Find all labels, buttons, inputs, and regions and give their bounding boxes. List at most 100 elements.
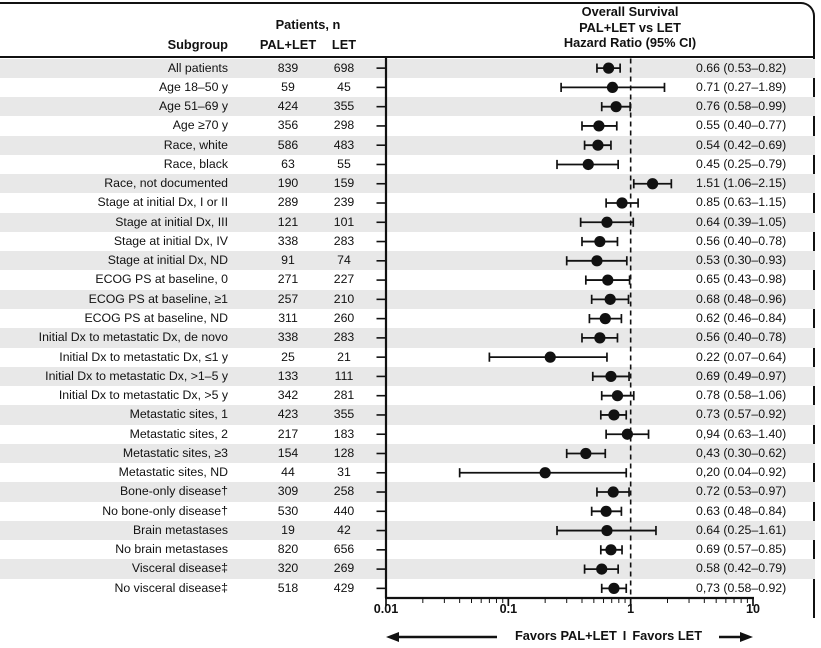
subgroup-row: Race, black 63 55 0.45 (0.25–0.79) [0,155,815,174]
subgroup-row: Initial Dx to metastatic Dx, >5 y 342 281 0… [0,386,815,405]
header-separator-line [0,55,815,58]
subgroup-label: Visceral disease‡ [131,561,228,576]
subgroup-label: Metastatic sites, ND [118,465,228,480]
pal-let-count: 217 [277,426,299,441]
subgroup-row: ECOG PS at baseline, ND 311 260 0.62 (0.46–… [0,309,815,328]
subgroup-label: Initial Dx to metastatic Dx, de novo [38,330,228,345]
hr-ci-value: 0.85 (0.63–1.15) [696,195,787,210]
hr-ci-value: 0.58 (0.42–0.79) [696,561,787,576]
favors-pal-let-label: Favors PAL+LET [514,628,617,643]
subgroup-row: Age 51–69 y 424 355 0.76 (0.58–0.99) [0,97,815,117]
hr-ci-value: 0.63 (0.48–0.84) [696,503,787,518]
let-count: 227 [333,272,355,287]
pal-let-count: 530 [277,503,299,518]
hr-ci-value: 0.56 (0.40–0.78) [696,233,787,248]
let-count: 45 [337,79,351,94]
let-count: 111 [334,368,354,383]
subgroup-label: Initial Dx to metastatic Dx, >1–5 y [45,368,228,383]
subgroup-label: Initial Dx to metastatic Dx, ≤1 y [59,349,228,364]
favors-separator: I [622,628,627,643]
plot-title: Overall Survival PAL+LET vs LET Hazard R… [505,4,755,51]
let-count: 429 [333,580,355,595]
x-axis-tick-label: 0.01 [373,602,399,616]
subgroup-row: ECOG PS at baseline, 0 271 227 0.65 (0.43–0… [0,270,815,289]
hr-ci-value: 1.51 (1.06–2.15) [696,176,787,191]
let-count: 74 [337,253,351,268]
subgroup-label: Race, black [163,156,228,171]
subgroup-row: ECOG PS at baseline, ≥1 257 210 0.68 (0.48–… [0,289,815,309]
subgroup-label: Bone-only disease† [119,484,228,499]
hr-ci-value: 0,43 (0.30–0.62) [696,445,787,460]
let-count: 440 [333,503,355,518]
let-count: 239 [333,195,355,210]
let-count: 128 [333,445,355,460]
subgroup-label: No bone-only disease† [102,503,228,518]
let-count: 656 [333,542,355,557]
subgroup-label: Initial Dx to metastatic Dx, >5 y [58,388,228,403]
subgroup-row: Metastatic sites, ≥3 154 128 0,43 (0.30–0.6… [0,443,815,464]
pal-let-count: 338 [277,233,299,248]
subgroup-label: Metastatic sites, 1 [129,407,228,422]
pal-let-count: 342 [277,388,299,403]
subgroup-row: Age 18–50 y 59 45 0.71 (0.27–1.89) [0,78,815,97]
subgroup-row: Metastatic sites, ND 44 31 0,20 (0.04–0.92) [0,463,815,482]
subgroup-label: ECOG PS at baseline, ND [84,310,228,325]
pal-let-count: 44 [281,465,295,480]
hr-ci-value: 0.66 (0.53–0.82) [696,60,787,75]
favors-let-label: Favors LET [632,628,703,643]
let-count: 355 [333,99,355,114]
subgroup-row: Stage at initial Dx, I or II 289 239 0.85 (… [0,193,815,212]
subgroup-label: Stage at initial Dx, ND [107,253,228,268]
subgroup-row: Metastatic sites, 1 423 355 0.73 (0.57–0.92… [0,405,815,425]
let-count: 283 [333,233,355,248]
hr-ci-value: 0.76 (0.58–0.99) [696,99,787,114]
pal-let-count: 133 [277,368,299,383]
pal-let-count: 271 [277,272,299,287]
subgroup-row: Initial Dx to metastatic Dx, de novo 338 2… [0,328,815,348]
subgroup-label: Metastatic sites, ≥3 [122,445,228,460]
pal-let-count: 289 [277,195,299,210]
let-count: 698 [333,60,355,75]
x-axis-tick-label: 10 [745,602,761,616]
subgroup-label: No brain metastases [115,542,228,557]
hr-ci-value: 0.68 (0.48–0.96) [696,291,787,306]
subgroup-label: Age 18–50 y [158,79,228,94]
hr-ci-value: 0.69 (0.57–0.85) [696,542,787,557]
pal-let-count: 91 [281,253,295,268]
hr-ci-value: 0.62 (0.46–0.84) [696,310,787,325]
pal-let-count: 311 [278,310,298,325]
title-line-1: Overall Survival [581,4,679,19]
subgroup-row: All patients 839 698 0.66 (0.53–0.82) [0,58,815,78]
let-count: 283 [333,330,355,345]
pal-let-count: 59 [281,79,295,94]
pal-let-count: 19 [281,522,295,537]
hr-ci-value: 0.45 (0.25–0.79) [696,156,787,171]
subgroup-row: Initial Dx to metastatic Dx, >1–5 y 133 11… [0,366,815,387]
subgroup-row: Visceral disease‡ 320 269 0.58 (0.42–0.79) [0,559,815,579]
x-axis-tick-label: 1 [627,602,635,616]
title-line-3: Hazard Ratio (95% CI) [563,35,697,50]
title-line-2: PAL+LET vs LET [579,19,681,35]
subgroup-label: Stage at initial Dx, IV [113,233,228,248]
pal-let-count: 518 [277,580,299,595]
let-count: 42 [337,522,351,537]
pal-let-count: 424 [277,99,299,114]
hr-ci-value: 0.56 (0.40–0.78) [696,330,787,345]
subgroup-label: Stage at initial Dx, III [115,214,228,229]
pal-let-count: 257 [277,291,299,306]
let-count: 101 [333,214,355,229]
hr-ci-value: 0.69 (0.49–0.97) [696,368,787,383]
hr-ci-value: 0.65 (0.43–0.98) [696,272,787,287]
subgroup-row: Stage at initial Dx, IV 338 283 0.56 (0.40–… [0,232,815,251]
subgroup-row: Brain metastases 19 42 0.64 (0.25–1.61) [0,520,815,541]
let-count: 258 [333,484,355,499]
let-count: 55 [337,156,351,171]
pal-let-count: 356 [277,118,299,133]
pal-let-column-header: PAL+LET [259,37,317,52]
pal-let-count: 121 [277,214,299,229]
subgroup-column-header: Subgroup [167,37,228,52]
subgroup-row: Stage at initial Dx, ND 91 74 0.53 (0.30–0.… [0,251,815,271]
hr-ci-value: 0.71 (0.27–1.89) [696,79,787,94]
pal-let-count: 25 [281,349,295,364]
